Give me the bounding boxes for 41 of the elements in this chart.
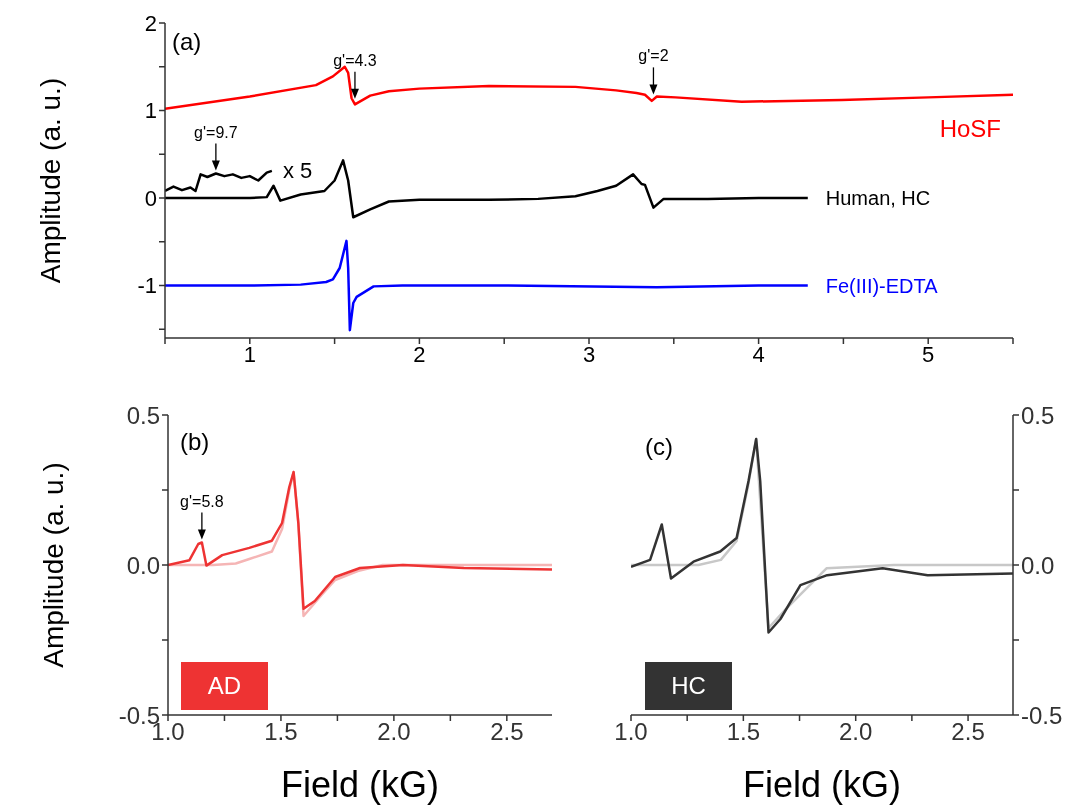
y-tick-label: -1 [137, 273, 157, 299]
annotation: x 5 [283, 158, 313, 183]
x-tick-label: 1 [243, 341, 256, 367]
annotation: g'=9.7 [194, 123, 238, 141]
annotation: g'=4.3 [333, 51, 377, 69]
y-axis-title: Amplitude (a. u.) [37, 462, 69, 668]
annotation: g'=5.8 [180, 492, 224, 510]
y-tick-label: 0.5 [1021, 401, 1055, 429]
annotation: AD [181, 662, 268, 710]
y-tick-label: 0 [144, 185, 157, 211]
x-axis-title: Field (kG) [742, 764, 902, 805]
annotation: g'=2 [638, 47, 669, 65]
x-tick-label: 2.5 [951, 718, 985, 746]
y-tick-label: 1 [144, 98, 157, 124]
y-axis-title: Amplitude (a. u.) [34, 77, 66, 284]
x-axis-title: Field (kG) [280, 764, 440, 805]
x-tick-label: 5 [922, 341, 935, 367]
annotation: (c) [645, 433, 673, 460]
series-label: Human, HC [825, 187, 931, 209]
y-tick-label: 0.0 [126, 551, 160, 579]
x-tick-label: 1.0 [614, 718, 648, 746]
x-tick-label: 2.0 [839, 718, 873, 746]
y-tick-label: 2 [144, 10, 157, 36]
annotation: (a) [172, 28, 202, 55]
y-tick-label: 0.5 [126, 401, 160, 429]
series-label: Fe(III)-EDTA [825, 274, 939, 297]
y-tick-label: 0.0 [1021, 551, 1055, 579]
annotation: HC [645, 662, 732, 710]
x-tick-label: 3 [582, 341, 596, 367]
line-series [165, 239, 810, 332]
x-tick-label: 1.5 [264, 718, 298, 746]
annotation: (b) [180, 428, 210, 455]
x-tick-label: 2 [413, 341, 426, 367]
x-tick-label: 1.5 [726, 718, 761, 746]
line-series [165, 169, 274, 193]
line-series [165, 159, 810, 219]
x-tick-label: 4 [752, 341, 765, 367]
series-label: HoSF [939, 114, 1001, 142]
x-tick-label: 2.0 [377, 718, 411, 746]
y-tick-label: -0.5 [1021, 701, 1063, 729]
x-tick-label: 2.5 [490, 718, 524, 746]
